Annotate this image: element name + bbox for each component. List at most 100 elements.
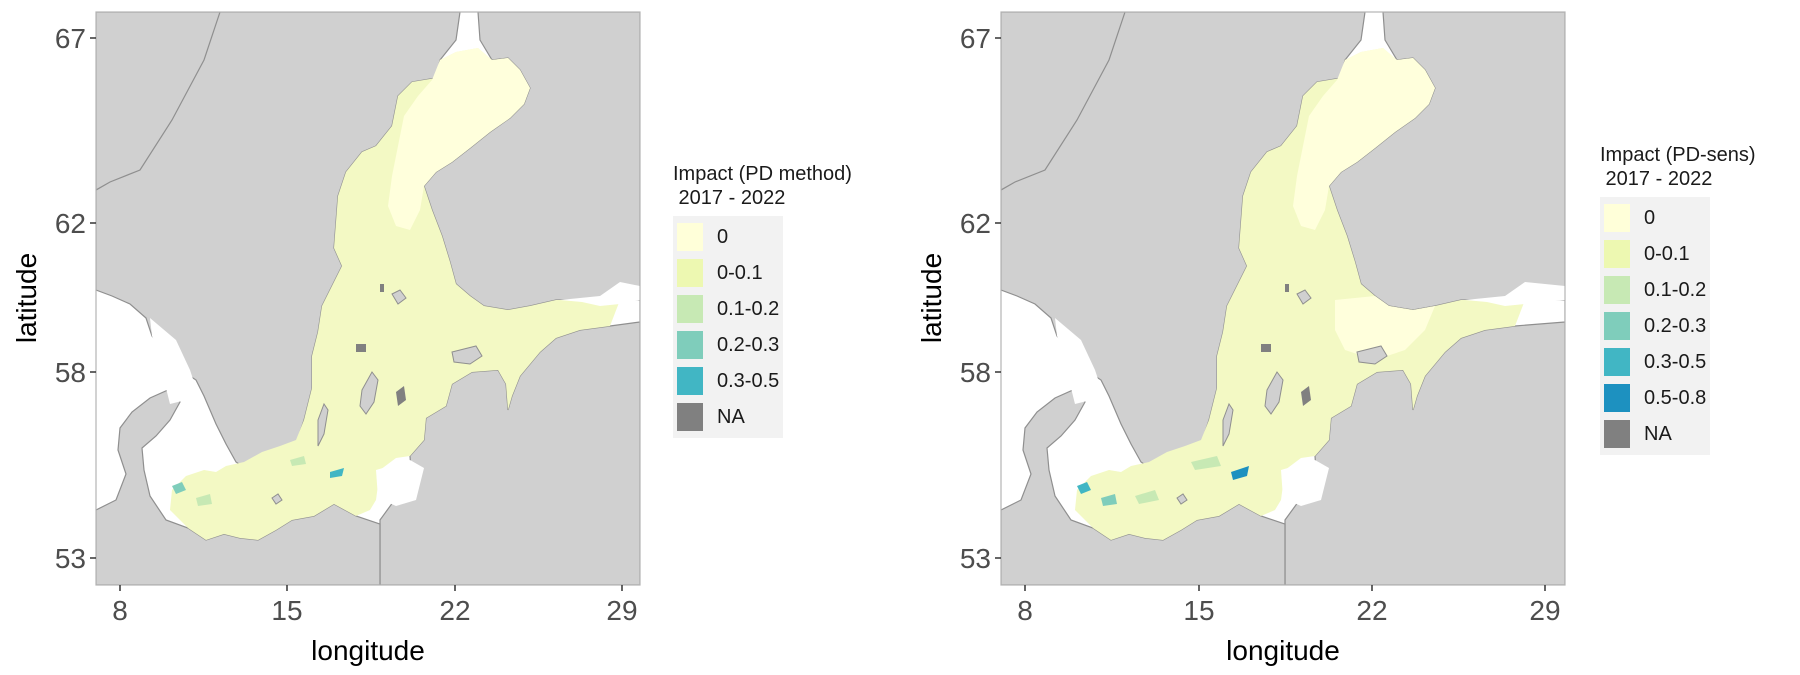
legend-swatch bbox=[1604, 312, 1630, 340]
legend-label: 0 bbox=[717, 225, 729, 248]
axis-ticks bbox=[90, 37, 623, 591]
y-axis-title: latitude bbox=[916, 253, 947, 343]
impact-patch bbox=[1191, 456, 1221, 470]
plot-frame bbox=[1000, 11, 1566, 586]
x-tick-label: 8 bbox=[1017, 595, 1033, 626]
legend-swatch bbox=[677, 259, 703, 287]
sea-no-data-kattegat bbox=[150, 318, 196, 404]
y-tick-label: 58 bbox=[960, 357, 991, 388]
land-norway bbox=[1001, 12, 1126, 191]
impact-patch bbox=[1231, 466, 1249, 480]
x-tick-label: 15 bbox=[271, 595, 302, 626]
legend-label: 0-0.1 bbox=[1644, 242, 1690, 265]
legend-item: 0 bbox=[1604, 200, 1706, 236]
legend-swatch bbox=[1604, 204, 1630, 232]
legend-label: NA bbox=[717, 405, 745, 428]
sea-no-data-gulf bbox=[560, 282, 640, 306]
y-tick-label: 53 bbox=[55, 543, 86, 574]
legend-item: 0.2-0.3 bbox=[677, 327, 779, 363]
legend-label: 0.3-0.5 bbox=[717, 369, 780, 392]
y-tick-label: 62 bbox=[960, 208, 991, 239]
map-panel-pd-method: 67 62 58 53 8 15 22 29 longitude latitud… bbox=[11, 11, 852, 666]
land-saaremaa bbox=[1356, 345, 1388, 365]
axis-ticks bbox=[995, 37, 1546, 591]
legend-swatch bbox=[677, 295, 703, 323]
y-tick-label: 67 bbox=[55, 23, 86, 54]
legend-swatch bbox=[1604, 276, 1630, 304]
sea-class-zero bbox=[388, 48, 530, 230]
sea-no-data-gdansk bbox=[376, 460, 424, 506]
na-patch bbox=[356, 344, 366, 352]
legend-title: Impact (PD method) 2017 - 2022 bbox=[673, 163, 852, 209]
plot-frame bbox=[95, 11, 641, 586]
legend-keys: 0 0-0.1 0.1-0.2 0.2-0.3 0.3-0.5 0.5-0.8 … bbox=[1600, 197, 1711, 455]
legend-item: NA bbox=[1604, 416, 1706, 452]
legend-label: 0.3-0.5 bbox=[1644, 350, 1707, 373]
x-tick-label: 29 bbox=[1529, 595, 1560, 626]
impact-patch bbox=[1135, 490, 1159, 504]
legend-title: Impact (PD-sens) 2017 - 2022 bbox=[1600, 144, 1756, 190]
legend-keys: 0 0-0.1 0.1-0.2 0.2-0.3 0.3-0.5 NA bbox=[673, 216, 784, 438]
sea-class-zero bbox=[1293, 48, 1435, 230]
legend: Impact (PD method) 2017 - 2022 0 0-0.1 0… bbox=[673, 162, 852, 438]
land-gotland bbox=[359, 371, 379, 415]
legend-swatch bbox=[1604, 384, 1630, 412]
y-tick-label: 62 bbox=[55, 208, 86, 239]
legend-label: 0 bbox=[1644, 206, 1656, 229]
legend-item: 0.1-0.2 bbox=[677, 291, 779, 327]
land-norway bbox=[96, 12, 221, 191]
x-tick-label: 8 bbox=[112, 595, 128, 626]
x-tick-label: 15 bbox=[1183, 595, 1214, 626]
na-patch bbox=[396, 386, 406, 406]
legend-item: NA bbox=[677, 399, 779, 435]
na-patch bbox=[1285, 284, 1289, 292]
y-axis-title: latitude bbox=[11, 253, 42, 343]
legend-label: 0.5-0.8 bbox=[1644, 386, 1707, 409]
impact-patch bbox=[1101, 494, 1117, 506]
land-gotland bbox=[1264, 371, 1284, 415]
legend-item: 0.2-0.3 bbox=[1604, 308, 1706, 344]
legend-swatch bbox=[677, 367, 703, 395]
map-plot: 67 62 58 53 8 15 22 29 longitude latitud… bbox=[11, 11, 641, 666]
land-oland bbox=[317, 402, 329, 447]
impact-patch bbox=[330, 468, 344, 478]
legend-swatch bbox=[677, 331, 703, 359]
legend-item: 0.3-0.5 bbox=[677, 363, 779, 399]
land-bornholm bbox=[271, 493, 283, 505]
legend-label: 0.1-0.2 bbox=[717, 297, 780, 320]
impact-patch bbox=[1077, 482, 1091, 494]
legend-label: 0.1-0.2 bbox=[1644, 278, 1707, 301]
land-bornholm bbox=[1176, 493, 1188, 505]
y-tick-label: 67 bbox=[960, 23, 991, 54]
x-tick-label: 22 bbox=[1356, 595, 1387, 626]
na-patch bbox=[1261, 344, 1271, 352]
map-panel-pd-sens: 67 62 58 53 8 15 22 29 longitude latitud… bbox=[905, 0, 1800, 675]
legend-item: 0 bbox=[677, 219, 779, 255]
y-tick-label: 58 bbox=[55, 357, 86, 388]
x-axis-title: longitude bbox=[1226, 635, 1340, 666]
land-aland bbox=[1296, 289, 1312, 305]
x-tick-label: 29 bbox=[606, 595, 637, 626]
legend-swatch bbox=[1604, 348, 1630, 376]
map-plot: 67 62 58 53 8 15 22 29 longitude latitud… bbox=[916, 11, 1566, 666]
land-oland bbox=[1222, 402, 1234, 447]
legend-swatch bbox=[677, 403, 703, 431]
x-axis-title: longitude bbox=[311, 635, 425, 666]
legend-item: 0.1-0.2 bbox=[1604, 272, 1706, 308]
legend-swatch bbox=[1604, 420, 1630, 448]
y-tick-label: 53 bbox=[960, 543, 991, 574]
impact-patch bbox=[196, 494, 212, 506]
impact-patch bbox=[172, 482, 186, 494]
legend-item: 0.3-0.5 bbox=[1604, 344, 1706, 380]
sea-class-zero bbox=[1335, 296, 1435, 360]
legend-item: 0-0.1 bbox=[677, 255, 779, 291]
legend-item: 0-0.1 bbox=[1604, 236, 1706, 272]
land-aland bbox=[391, 289, 407, 305]
legend-label: 0.2-0.3 bbox=[717, 333, 780, 356]
legend: Impact (PD-sens) 2017 - 2022 0 0-0.1 0.1… bbox=[1600, 143, 1756, 455]
legend-swatch bbox=[677, 223, 703, 251]
sea-no-data-gulf bbox=[1465, 282, 1565, 306]
x-tick-label: 22 bbox=[439, 595, 470, 626]
legend-label: 0-0.1 bbox=[717, 261, 763, 284]
sea-no-data-kattegat bbox=[1055, 318, 1101, 404]
